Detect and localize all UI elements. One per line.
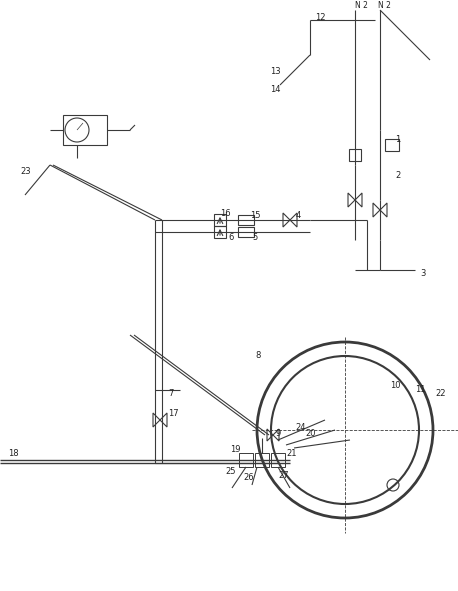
Text: 4: 4 [296, 210, 301, 219]
Text: 20: 20 [305, 428, 316, 437]
Text: 14: 14 [270, 86, 280, 95]
Text: 25: 25 [225, 467, 235, 476]
Text: 12: 12 [315, 12, 326, 21]
Text: 15: 15 [250, 210, 261, 219]
Bar [214, 226, 226, 238]
Bar [238, 215, 254, 225]
Text: 13: 13 [270, 67, 281, 76]
Bar [385, 139, 399, 151]
Text: 9: 9 [275, 428, 280, 437]
Text: 16: 16 [220, 209, 231, 217]
Bar [239, 453, 253, 467]
Bar [255, 453, 269, 467]
Bar [271, 453, 285, 467]
Text: 26: 26 [243, 473, 254, 482]
Bar [349, 149, 361, 161]
Text: 24: 24 [295, 424, 305, 433]
Text: 2: 2 [395, 170, 400, 180]
Text: 19: 19 [230, 446, 240, 454]
Text: 22: 22 [435, 388, 446, 398]
Text: 23: 23 [20, 167, 31, 177]
Text: 8: 8 [255, 350, 261, 359]
Text: 11: 11 [415, 385, 425, 395]
Text: 3: 3 [420, 268, 425, 278]
Text: 21: 21 [286, 449, 296, 457]
Text: 5: 5 [252, 233, 257, 242]
Text: 17: 17 [168, 408, 179, 417]
Text: 27: 27 [278, 470, 289, 479]
Text: 1: 1 [395, 135, 400, 145]
Bar [238, 227, 254, 237]
Bar [214, 214, 226, 226]
Text: 10: 10 [390, 381, 400, 389]
Text: N 2: N 2 [355, 2, 368, 11]
Text: N 2: N 2 [378, 2, 391, 11]
Text: 7: 7 [168, 388, 174, 398]
Bar [63, 115, 107, 145]
Text: 18: 18 [8, 449, 19, 457]
Text: 6: 6 [228, 233, 234, 242]
